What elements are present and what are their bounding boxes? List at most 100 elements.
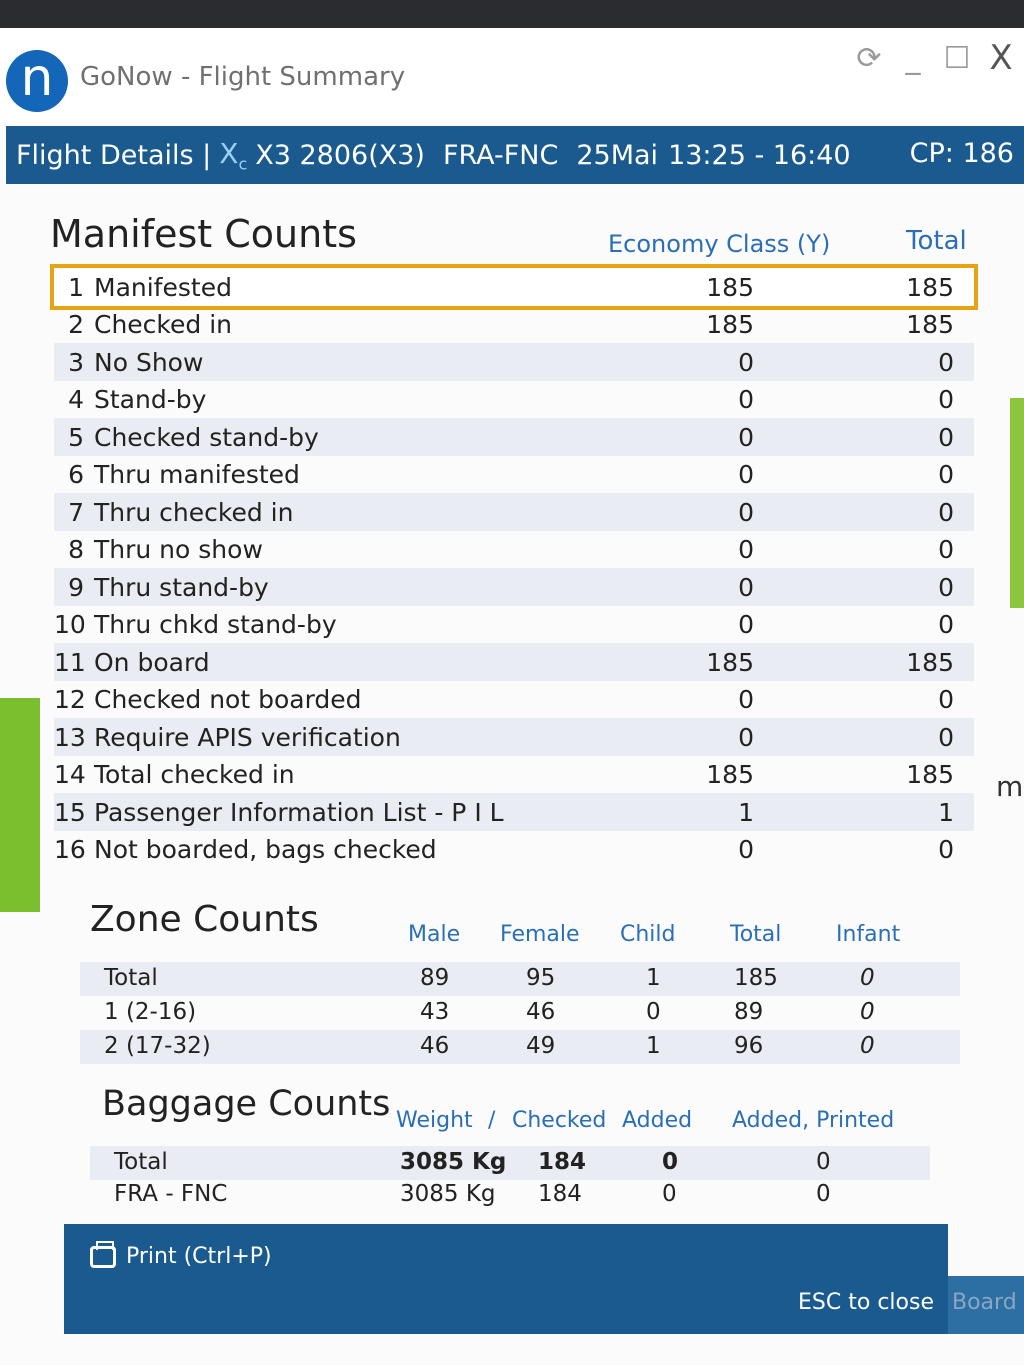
close-button[interactable]: X bbox=[989, 38, 1013, 78]
flight-number: X3 2806(X3) bbox=[255, 139, 425, 171]
baggage-added-value: 0 bbox=[662, 1181, 677, 1207]
row-label: Thru no show bbox=[94, 535, 263, 564]
economy-value: 0 bbox=[738, 685, 754, 714]
manifest-row[interactable]: 14 Total checked in 185 185 bbox=[54, 756, 974, 794]
zone-column-header: Infant bbox=[836, 922, 901, 947]
zone-infant-value: 0 bbox=[860, 999, 875, 1025]
total-value: 0 bbox=[938, 497, 954, 527]
total-value: 0 bbox=[938, 572, 954, 602]
row-label: Thru manifested bbox=[94, 460, 300, 489]
economy-value: 185 bbox=[706, 760, 754, 789]
cp-count: CP: 186 bbox=[909, 138, 1014, 169]
economy-value: 185 bbox=[706, 647, 754, 677]
flight-summary-window: n GoNow - Flight Summary ⟳ _ ☐ X Flight … bbox=[0, 28, 1024, 1365]
footer-bar: Print (Ctrl+P) ESC to close bbox=[64, 1224, 948, 1334]
flight-time: 13:25 - 16:40 bbox=[668, 139, 851, 171]
zone-male-value: 46 bbox=[420, 1033, 450, 1059]
row-number: 8 bbox=[68, 535, 84, 564]
row-number: 16 bbox=[54, 835, 86, 864]
baggage-title: Baggage Counts bbox=[102, 1084, 391, 1124]
row-label: Require APIS verification bbox=[94, 722, 401, 752]
row-number: 14 bbox=[54, 760, 86, 789]
zone-column-header: Male bbox=[408, 922, 461, 947]
economy-value: 0 bbox=[738, 460, 754, 489]
row-number: 5 bbox=[68, 422, 84, 452]
background-window-strip bbox=[0, 698, 40, 912]
esc-hint: ESC to close bbox=[798, 1290, 934, 1315]
row-number: 10 bbox=[54, 610, 86, 639]
zone-child-value: 0 bbox=[646, 999, 661, 1025]
manifest-row[interactable]: 13 Require APIS verification 0 0 bbox=[54, 718, 974, 756]
manifest-row[interactable]: 3 No Show 0 0 bbox=[54, 343, 974, 381]
maximize-button[interactable]: ☐ bbox=[943, 40, 971, 76]
economy-value: 0 bbox=[738, 347, 754, 377]
minimize-button[interactable]: _ bbox=[905, 40, 921, 76]
total-value: 0 bbox=[938, 460, 954, 489]
total-value: 0 bbox=[938, 535, 954, 564]
economy-column-header: Economy Class (Y) bbox=[608, 230, 831, 258]
row-number: 3 bbox=[68, 347, 84, 377]
total-value: 0 bbox=[938, 422, 954, 452]
flight-route: FRA-FNC bbox=[442, 139, 559, 171]
baggage-checked-value: 184 bbox=[538, 1181, 582, 1207]
zone-female-value: 46 bbox=[526, 999, 556, 1025]
economy-value: 0 bbox=[738, 610, 754, 639]
row-label: Stand-by bbox=[94, 385, 207, 414]
zone-row: 2 (17-32) 46 49 1 96 0 bbox=[80, 1030, 960, 1064]
row-number: 13 bbox=[54, 722, 86, 752]
baggage-printed-value: 0 bbox=[816, 1181, 831, 1207]
economy-value: 0 bbox=[738, 385, 754, 414]
manifest-row[interactable]: 10 Thru chkd stand-by 0 0 bbox=[54, 606, 974, 644]
zone-female-value: 95 bbox=[526, 965, 556, 991]
board-button[interactable]: Board bbox=[948, 1276, 1024, 1334]
manifest-row[interactable]: 5 Checked stand-by 0 0 bbox=[54, 418, 974, 456]
baggage-column-header: Added, Printed bbox=[732, 1108, 895, 1133]
zone-label: 1 (2-16) bbox=[104, 999, 197, 1025]
zone-label: Total bbox=[104, 965, 158, 991]
print-button[interactable]: Print (Ctrl+P) bbox=[90, 1240, 272, 1269]
economy-value: 0 bbox=[738, 835, 754, 864]
total-column-header: Total bbox=[906, 226, 967, 256]
zone-infant-value: 0 bbox=[860, 965, 875, 991]
total-value: 0 bbox=[938, 610, 954, 639]
app-logo: n bbox=[6, 50, 68, 112]
manifest-row[interactable]: 7 Thru checked in 0 0 bbox=[54, 493, 974, 531]
manifest-row[interactable]: 1 Manifested 185 185 bbox=[50, 264, 978, 310]
baggage-printed-value: 0 bbox=[816, 1149, 831, 1175]
manifest-row[interactable]: 16 Not boarded, bags checked 0 0 bbox=[54, 831, 974, 869]
zone-title: Zone Counts bbox=[90, 899, 319, 940]
economy-value: 0 bbox=[738, 535, 754, 564]
zone-column-header: Child bbox=[620, 922, 676, 947]
zone-total-value: 185 bbox=[734, 965, 778, 991]
zone-label: 2 (17-32) bbox=[104, 1033, 211, 1059]
economy-value: 0 bbox=[738, 572, 754, 602]
zone-male-value: 43 bbox=[420, 999, 450, 1025]
row-label: Passenger Information List - P I L bbox=[94, 797, 504, 827]
flight-date: 25Mai bbox=[576, 139, 659, 171]
zone-column-header: Female bbox=[500, 922, 580, 947]
manifest-row[interactable]: 11 On board 185 185 bbox=[54, 643, 974, 681]
manifest-row[interactable]: 6 Thru manifested 0 0 bbox=[54, 456, 974, 494]
economy-value: 0 bbox=[738, 422, 754, 452]
manifest-row[interactable]: 2 Checked in 185 185 bbox=[54, 306, 974, 344]
print-label: Print (Ctrl+P) bbox=[126, 1244, 272, 1269]
section-label: Flight Details | bbox=[16, 139, 212, 171]
zone-column-header: Total bbox=[730, 922, 782, 947]
manifest-row[interactable]: 12 Checked not boarded 0 0 bbox=[54, 681, 974, 719]
row-number: 7 bbox=[68, 497, 84, 527]
row-label: Thru chkd stand-by bbox=[94, 610, 337, 639]
row-number: 12 bbox=[54, 685, 86, 714]
baggage-weight-value: 3085 Kg bbox=[400, 1149, 507, 1175]
row-number: 4 bbox=[68, 385, 84, 414]
row-label: Checked stand-by bbox=[94, 422, 319, 452]
manifest-row[interactable]: 15 Passenger Information List - P I L 1 1 bbox=[54, 793, 974, 831]
baggage-column-header: Added bbox=[622, 1108, 693, 1133]
refresh-icon[interactable]: ⟳ bbox=[856, 40, 882, 76]
manifest-row[interactable]: 4 Stand-by 0 0 bbox=[54, 381, 974, 419]
row-label: Total checked in bbox=[94, 760, 295, 789]
row-label: Not boarded, bags checked bbox=[94, 835, 437, 864]
manifest-row[interactable]: 8 Thru no show 0 0 bbox=[54, 531, 974, 569]
baggage-row: FRA - FNC 3085 Kg 184 0 0 bbox=[90, 1178, 930, 1212]
total-value: 0 bbox=[938, 835, 954, 864]
manifest-row[interactable]: 9 Thru stand-by 0 0 bbox=[54, 568, 974, 606]
